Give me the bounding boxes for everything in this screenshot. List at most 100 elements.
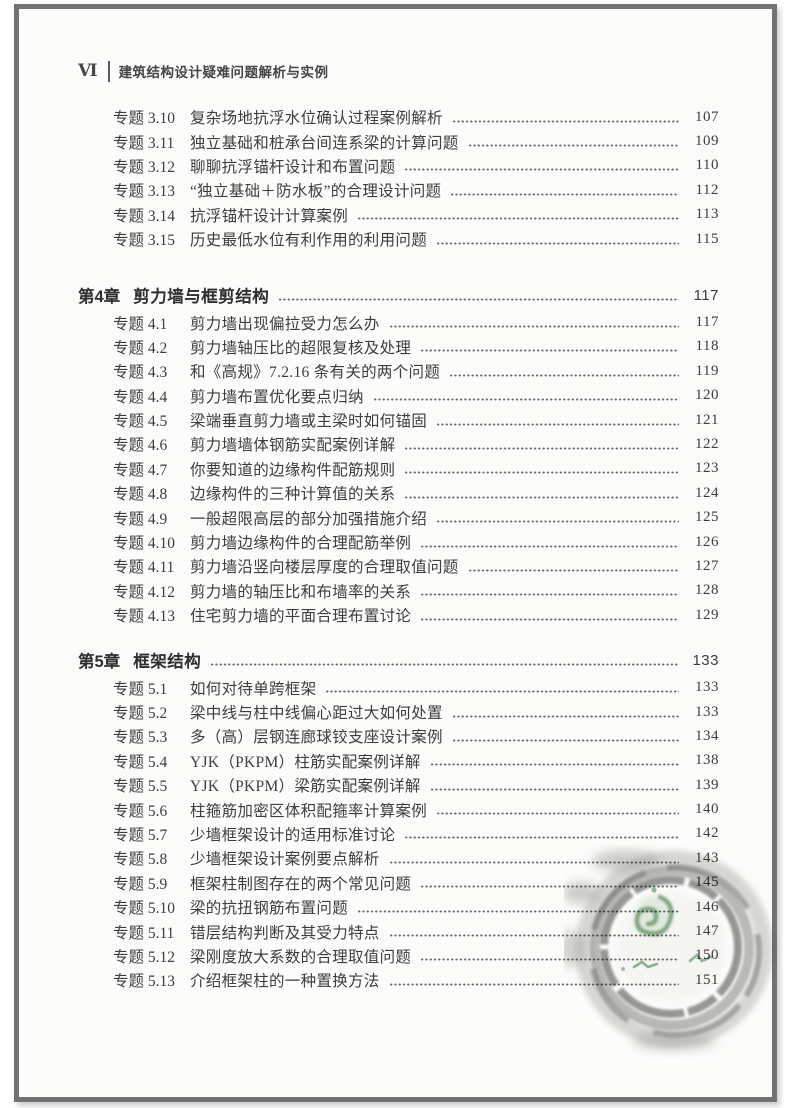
dot-leader — [388, 859, 679, 865]
dot-leader — [388, 981, 679, 987]
dot-leader — [357, 908, 679, 914]
entry-page-number: 112 — [695, 181, 719, 198]
toc-entry-row: 专题 3.15 历史最低水位有利作用的利用问题 115 — [78, 227, 719, 251]
toc-entry-row: 专题 4.6 剪力墙墙体钢筋实配案例详解 122 — [78, 432, 719, 456]
entry-page-number: 107 — [695, 108, 719, 125]
entry-title: 聊聊抗浮锚杆设计和布置问题 — [190, 158, 396, 176]
entry-page-number: 110 — [695, 157, 719, 174]
toc-entry-row: 专题 5.10 梁的抗扭钢筋布置问题 146 — [78, 895, 719, 919]
entry-page-number: 124 — [695, 484, 719, 501]
toc-section: 第5章 框架结构 133 专题 5.1 如何对待单跨框架 133 专题 5.2 梁中线与柱中线… — [78, 647, 719, 992]
chapter-page-number: 117 — [693, 286, 719, 304]
entry-page-number: 133 — [695, 703, 719, 720]
entry-page-number: 143 — [695, 849, 719, 866]
entry-title: 剪力墙轴压比的超限复核及处理 — [190, 339, 412, 357]
entry-page-number: 139 — [695, 776, 719, 793]
toc-entry-row: 专题 5.7 少墙框架设计的适用标准讨论 142 — [78, 822, 719, 846]
dot-leader — [420, 543, 679, 549]
entry-label: 专题 4.9 — [113, 510, 168, 528]
entry-label: 专题 5.13 — [113, 973, 176, 991]
dot-leader — [420, 884, 679, 890]
dot-leader — [450, 191, 679, 197]
entry-title: 梁的抗扭钢筋布置问题 — [190, 900, 349, 918]
dot-leader — [404, 494, 679, 500]
entry-label: 专题 3.15 — [113, 232, 176, 250]
dot-leader — [451, 737, 679, 743]
entry-title: 剪力墙边缘构件的合理配筋举例 — [190, 535, 412, 553]
entry-label: 专题 4.1 — [113, 315, 168, 333]
entry-label: 专题 4.10 — [113, 535, 176, 553]
entry-page-number: 138 — [695, 752, 719, 769]
entry-label: 专题 3.12 — [113, 158, 176, 176]
entry-label: 专题 4.2 — [113, 339, 168, 357]
entry-title: 梁中线与柱中线偏心距过大如何处置 — [190, 705, 443, 722]
toc-entry-row: 专题 4.12 剪力墙的轴压比和布墙率的关系 128 — [78, 579, 719, 603]
entry-label: 专题 4.7 — [113, 461, 168, 479]
toc-entry-row: 专题 3.14 抗浮锚杆设计计算案例 113 — [78, 203, 719, 227]
toc-entry-row: 专题 5.13 介绍框架柱的一种置换方法 151 — [78, 968, 719, 992]
dot-leader — [436, 421, 679, 427]
entry-label: 专题 4.11 — [113, 559, 175, 577]
entry-title: 一般超限高层的部分加强措施介绍 — [190, 510, 428, 528]
entry-page-number: 122 — [695, 435, 719, 452]
entry-label: 专题 3.10 — [113, 110, 176, 128]
entry-label: 专题 4.5 — [113, 413, 168, 431]
entry-page-number: 150 — [695, 947, 719, 964]
entry-title: 错层结构判断及其受力特点 — [190, 924, 380, 942]
dot-leader — [420, 957, 679, 963]
entry-title: 梁端垂直剪力墙或主梁时如何锚固 — [190, 413, 428, 431]
entry-title: 住宅剪力墙的平面合理布置讨论 — [190, 608, 412, 626]
dot-leader — [210, 661, 679, 667]
entry-label: 专题 3.13 — [113, 183, 176, 201]
entry-label: 专题 4.8 — [113, 486, 168, 504]
entry-title: 柱箍筋加密区体积配箍率计算案例 — [190, 802, 428, 820]
toc-entry-row: 专题 3.10 复杂场地抗浮水位确认过程案例解析 107 — [78, 105, 719, 129]
chapter-number: 第4章 — [78, 288, 121, 307]
toc-entry-row: 专题 5.6 柱箍筋加密区体积配箍率计算案例 140 — [78, 797, 719, 821]
entry-title: 抗浮锚杆设计计算案例 — [190, 207, 349, 225]
dot-leader — [451, 118, 679, 124]
header-divider — [107, 60, 110, 82]
entry-page-number: 113 — [695, 206, 719, 223]
toc-entry-row: 专题 4.3 和《高规》7.2.16 条有关的两个问题 119 — [78, 359, 719, 383]
entry-title: 你要知道的边缘构件配筋规则 — [190, 461, 396, 479]
dot-leader — [429, 786, 679, 792]
toc-entry-row: 专题 3.13 “独立基础＋防水板”的合理设计问题 112 — [78, 178, 719, 202]
dot-leader — [404, 445, 679, 451]
entry-page-number: 125 — [695, 509, 719, 526]
dot-leader — [420, 616, 679, 622]
scanned-book-page: Ⅵ 建筑结构设计疑难问题解析与实例 专题 3.10 复杂场地抗浮水位确认过程案例解… — [14, 4, 777, 1102]
entry-title: 历史最低水位有利作用的利用问题 — [190, 232, 428, 250]
entry-page-number: 133 — [695, 679, 719, 696]
entry-title: 多（高）层钢连廊球铰支座设计案例 — [190, 729, 443, 747]
dot-leader — [404, 470, 679, 476]
entry-label: 专题 5.1 — [113, 680, 168, 698]
entry-label: 专题 5.9 — [113, 875, 168, 893]
dot-leader — [404, 835, 679, 841]
entry-title: 剪力墙沿竖向楼层厚度的合理取值问题 — [190, 559, 459, 577]
toc-entry-row: 专题 5.3 多（高）层钢连廊球铰支座设计案例 134 — [78, 724, 719, 748]
entry-title: YJK（PKPM）梁筋实配案例详解 — [190, 778, 421, 796]
toc-entry-row: 专题 5.5 YJK（PKPM）梁筋实配案例详解 139 — [78, 773, 719, 797]
toc-entry-row: 专题 5.1 如何对待单跨框架 133 — [78, 675, 719, 699]
chapter-title: 框架结构 — [133, 653, 202, 672]
entry-title: 少墙框架设计的适用标准讨论 — [190, 826, 396, 844]
dot-leader — [388, 933, 679, 939]
entry-label: 专题 5.7 — [113, 826, 168, 844]
entry-title: 介绍框架柱的一种置换方法 — [190, 973, 380, 991]
entry-page-number: 127 — [695, 557, 719, 574]
dot-leader — [357, 216, 679, 222]
chapter-title: 剪力墙与框剪结构 — [133, 288, 270, 307]
chapter-heading-row: 第5章 框架结构 133 — [78, 647, 719, 673]
entry-page-number: 123 — [695, 460, 719, 477]
dot-leader — [278, 296, 679, 302]
entry-title: 复杂场地抗浮水位确认过程案例解析 — [190, 110, 443, 128]
entry-label: 专题 5.12 — [113, 948, 176, 966]
entry-title: 剪力墙出现偏拉受力怎么办 — [190, 315, 380, 333]
entry-page-number: 117 — [695, 314, 719, 331]
entry-page-number: 118 — [695, 338, 719, 355]
entry-page-number: 142 — [695, 825, 719, 842]
running-head: Ⅵ 建筑结构设计疑难问题解析与实例 — [78, 59, 329, 83]
entry-label: 专题 5.2 — [113, 705, 168, 722]
chapter-page-number: 133 — [692, 651, 719, 669]
